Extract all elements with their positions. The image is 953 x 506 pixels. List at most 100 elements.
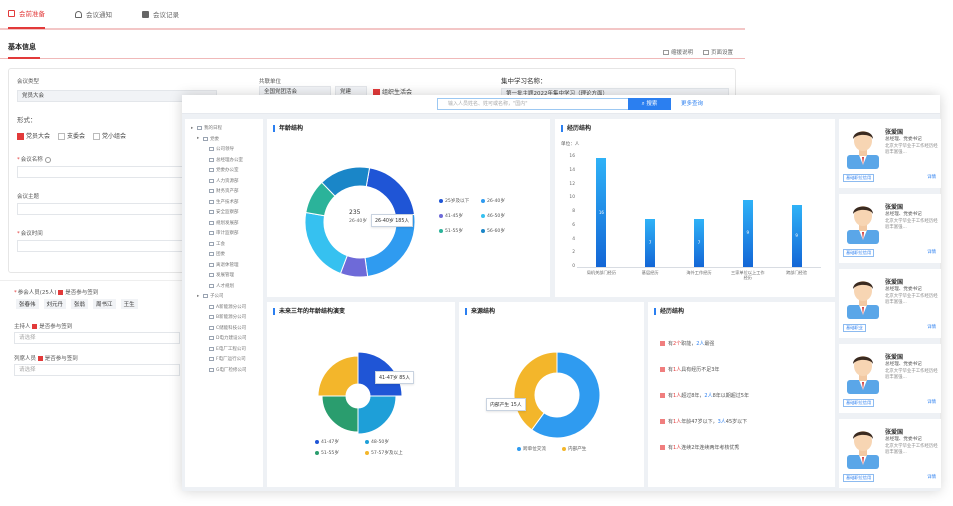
attendee-tag[interactable]: 周书江 xyxy=(93,299,116,309)
person-tag[interactable]: 基础职位信用 xyxy=(843,249,875,257)
legend-label: 跨单位交流 xyxy=(523,447,546,452)
person-tag[interactable]: 基础职位信用 xyxy=(843,399,875,407)
person-card[interactable]: 张爱国 总经理、党委书记 北京大学毕业于工作经历经验丰富强... 基础职位信用 … xyxy=(839,344,941,413)
legend-item: 51-55岁 xyxy=(439,228,463,234)
attendee-tag[interactable]: 刘元丹 xyxy=(43,299,67,309)
tab-prep[interactable]: 会前准备 xyxy=(8,0,45,29)
slice-46-50岁[interactable] xyxy=(305,211,348,275)
person-detail-link[interactable]: 详情 xyxy=(927,250,936,255)
tree-node-label: 生产技术部 xyxy=(216,199,239,205)
x-category-label: 三家单位以上工作经历 xyxy=(731,270,765,280)
tab-notice[interactable]: 会议通知 xyxy=(75,0,112,29)
person-card[interactable]: 张爱国 总经理、党委书记 北京大学毕业于工作经历经验丰富强... 基础职业 详情 xyxy=(839,269,941,338)
section-title: 基本信息 xyxy=(8,43,36,51)
tree-node[interactable]: B新能源分公司 xyxy=(203,314,246,320)
bar[interactable] xyxy=(694,218,704,267)
tree-node[interactable]: G电厂检修公司 xyxy=(203,367,247,373)
person-card[interactable]: 张爱国 总经理、党委书记 北京大学毕业于工作经历经验丰富强... 基础职位信用 … xyxy=(839,194,941,263)
document-icon xyxy=(142,10,149,18)
tree-node[interactable]: 安全监察部 xyxy=(203,209,239,215)
experience-item: 有1人年龄47岁以下，3人45岁以下 xyxy=(660,418,747,425)
search-input[interactable]: 输入人员姓名、姓可或名称，"国内" xyxy=(437,98,629,110)
meeting-type-select[interactable]: 党员大会 xyxy=(17,90,217,102)
tree-node-label: 离退休管理 xyxy=(216,262,239,268)
expand-caret-icon[interactable]: ▸ xyxy=(197,136,200,141)
format-option-committee[interactable]: 支委会 xyxy=(58,131,85,140)
tree-node[interactable]: 审计监察部 xyxy=(203,230,239,236)
person-card[interactable]: 张爱国 总经理、党委书记 北京大学毕业于工作经历经验丰富强... 基础职位信用 … xyxy=(839,119,941,188)
tree-node[interactable]: 团委 xyxy=(203,251,225,257)
person-detail-link[interactable]: 详情 xyxy=(927,475,936,480)
format-option-group[interactable]: 党小组会 xyxy=(93,131,126,140)
bar[interactable] xyxy=(596,158,607,267)
slice-25岁及以下[interactable] xyxy=(365,167,415,218)
tree-node[interactable]: ▸ 子公司 xyxy=(197,293,224,300)
slice-跨单位交流[interactable] xyxy=(531,352,600,438)
tree-node[interactable]: 人力资源部 xyxy=(203,178,239,184)
tree-node[interactable]: 财务资产部 xyxy=(203,188,239,194)
header-links: 缩援说明 页面设置 xyxy=(662,48,733,56)
person-tag[interactable]: 基础职位信用 xyxy=(843,474,875,482)
host-input[interactable]: 请选择 xyxy=(14,332,180,344)
tree-node[interactable]: C储能科技公司 xyxy=(203,325,246,331)
attendee-tag[interactable]: 张春伟 xyxy=(16,299,39,309)
person-tag[interactable]: 基础职位信用 xyxy=(843,174,875,182)
person-tag[interactable]: 基础职业 xyxy=(843,324,866,332)
tree-node[interactable]: D电力建设公司 xyxy=(203,335,246,341)
experience-list-card: 经历结构 有2个职能，2人最强 有1人具有经历不足3年 有1人超过8年，2人8年以期… xyxy=(648,302,835,487)
age-structure-card: 年龄结构 235 26-40岁 26-40岁 185人 25岁及以下 26-40岁… xyxy=(267,119,550,297)
tree-node[interactable]: F电厂运行公司 xyxy=(203,356,246,362)
tree-node[interactable]: 党委办公室 xyxy=(203,167,239,173)
person-detail-link[interactable]: 详情 xyxy=(927,325,936,330)
settings-link[interactable]: 页面设置 xyxy=(702,48,733,56)
tree-node[interactable]: A新能源分公司 xyxy=(203,304,246,310)
experience-text: 有1人超过8年，2人8年以期超过5年 xyxy=(668,392,749,399)
legend-swatch xyxy=(562,447,566,451)
help-link[interactable]: 缩援说明 xyxy=(662,48,693,56)
experience-pre: 有 xyxy=(668,419,674,425)
bar[interactable] xyxy=(791,205,802,267)
tree-node[interactable]: E电厂工程公司 xyxy=(203,346,246,352)
tab-record[interactable]: 会议记录 xyxy=(142,0,179,29)
person-card[interactable]: 张爱国 总经理、党委书记 北京大学毕业于工作经历经验丰富强... 基础职位信用 … xyxy=(839,419,941,488)
y-tick-label: 12 xyxy=(569,181,575,187)
legend-item: 41-47岁 xyxy=(315,439,339,445)
tree-node[interactable]: 总经理办公室 xyxy=(203,157,243,163)
tree-node[interactable]: ▸ 党委 xyxy=(197,136,219,142)
expand-caret-icon[interactable]: ▸ xyxy=(191,125,194,131)
person-detail-link[interactable]: 详情 xyxy=(927,175,936,180)
legend-swatch xyxy=(517,447,521,451)
search-button[interactable]: ⌕ 搜索 xyxy=(628,98,671,110)
expand-caret-icon[interactable]: ▸ xyxy=(197,293,200,299)
tree-node[interactable]: 离退休管理 xyxy=(203,262,239,268)
experience-n1: 1人 xyxy=(673,393,682,399)
tree-node[interactable]: 公司领导 xyxy=(203,146,234,152)
tree-node[interactable]: 工会 xyxy=(203,241,225,247)
legend-item: 25岁及以下 xyxy=(439,198,469,204)
bar[interactable] xyxy=(645,218,656,267)
folder-icon xyxy=(209,262,214,267)
format-option-party-meeting[interactable]: 党员大会 xyxy=(17,131,50,140)
person-role: 总经理、党委书记 xyxy=(885,287,922,292)
info-icon xyxy=(44,156,51,163)
slice-56-60岁[interactable] xyxy=(321,167,371,197)
tree-node[interactable]: 发展管理 xyxy=(203,272,234,278)
tree-node[interactable]: ▸ 我的日程 xyxy=(191,125,222,132)
observer-input[interactable]: 请选择 xyxy=(14,364,180,376)
person-detail-link[interactable]: 详情 xyxy=(927,400,936,405)
advanced-search-link[interactable]: 更多查询 xyxy=(681,101,704,107)
tree-node[interactable]: 生产技术部 xyxy=(203,199,239,205)
slice-48-50岁[interactable] xyxy=(357,395,397,435)
attendee-tag[interactable]: 张翁 xyxy=(71,299,89,309)
bar[interactable] xyxy=(742,199,753,267)
top-search-bar: 输入人员姓名、姓可或名称，"国内" ⌕ 搜索 更多查询 xyxy=(182,95,940,114)
flag-icon xyxy=(660,367,665,372)
legend-item: 46-50岁 xyxy=(481,213,505,219)
tree-node[interactable]: 规划发展部 xyxy=(203,220,239,226)
attendees-check-label: 是否参与签到 xyxy=(65,290,99,296)
slice-51-55岁[interactable] xyxy=(321,395,359,433)
tree-node[interactable]: 人才规划 xyxy=(203,283,234,289)
slice-57-57岁及以上[interactable] xyxy=(317,355,359,397)
person-name: 张爱国 xyxy=(885,354,904,361)
attendee-tag[interactable]: 王生 xyxy=(120,299,138,309)
